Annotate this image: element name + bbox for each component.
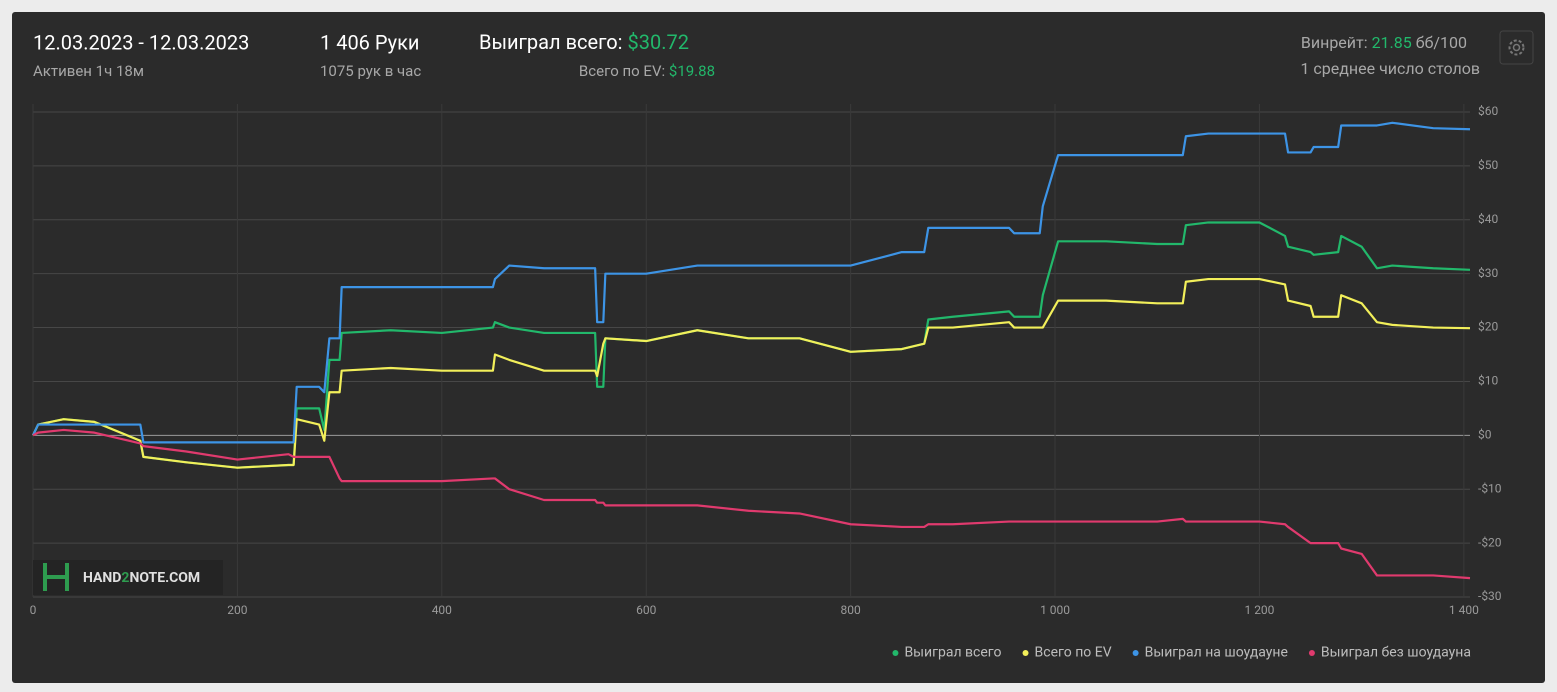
winrate-value: 21.85 xyxy=(1372,33,1412,52)
ev-value: $19.88 xyxy=(669,62,715,80)
x-tick-label: 200 xyxy=(227,603,247,617)
tables: 1 среднее число столов xyxy=(1300,59,1480,78)
legend-dot xyxy=(1132,650,1139,656)
watermark-b: 2 xyxy=(121,570,129,586)
settings-gear[interactable] xyxy=(1508,39,1525,56)
x-tick-label: 0 xyxy=(30,603,37,617)
legend-label: Выиграл всего xyxy=(904,645,1001,661)
y-tick-label: $50 xyxy=(1478,158,1498,172)
settings-button[interactable] xyxy=(1499,30,1534,65)
ev-total: Всего по EV: $19.88 xyxy=(579,62,715,80)
legend-label: Выиграл на шоудауне xyxy=(1145,645,1288,661)
active-time: Активен 1ч 18м xyxy=(33,62,144,80)
series-line xyxy=(32,121,1471,444)
winrate-unit: бб/100 xyxy=(1416,33,1467,52)
won-total-value: $30.72 xyxy=(628,30,689,54)
date-range: 12.03.2023 - 12.03.2023 xyxy=(33,30,249,54)
won-total: Выиграл всего: $30.72 xyxy=(479,30,689,54)
watermark-c: NOTE.COM xyxy=(129,570,200,586)
y-tick-label: $60 xyxy=(1478,104,1498,118)
legend: Выиграл без шоудауна Выиграл на шоудауне В… xyxy=(892,645,1471,661)
watermark-a: HAND xyxy=(83,570,121,586)
series-line xyxy=(32,277,1471,469)
x-tick-label: 800 xyxy=(841,603,861,617)
hands-per-hour: 1075 рук в час xyxy=(320,62,421,80)
legend-dot xyxy=(1308,650,1315,656)
y-tick-label: -$20 xyxy=(1478,535,1502,549)
y-tick-label: -$30 xyxy=(1478,589,1502,603)
y-tick-label: $10 xyxy=(1478,374,1498,388)
legend-dot xyxy=(892,650,899,656)
y-tick-label: -$10 xyxy=(1478,481,1502,495)
legend-label: Выиграл без шоудауна xyxy=(1321,645,1471,661)
won-total-label: Выиграл всего: xyxy=(479,30,623,54)
plot: -$30 -$20 -$10 $0 $10 $20 $30 $40 $50 $60 0 200 400 6… xyxy=(30,104,1502,617)
legend-dot xyxy=(1022,650,1029,656)
watermark: HAND2NOTE.COM xyxy=(33,560,223,595)
y-tick-label: $40 xyxy=(1478,212,1498,226)
settings-gear-center[interactable] xyxy=(1512,43,1521,52)
series-line xyxy=(32,428,1471,580)
settings-box[interactable] xyxy=(1499,30,1534,65)
watermark-logo xyxy=(43,563,69,591)
x-tick-label: 600 xyxy=(636,603,656,617)
y-tick-label: $30 xyxy=(1478,266,1498,280)
hands: 1 406 Руки xyxy=(320,30,419,54)
y-tick-label: $20 xyxy=(1478,320,1498,334)
x-tick-label: 1 400 xyxy=(1449,603,1479,617)
x-tick-label: 1 000 xyxy=(1040,603,1070,617)
watermark-text: HAND2NOTE.COM xyxy=(83,570,200,586)
legend-label: Всего по EV xyxy=(1035,645,1112,661)
x-tick-label: 1 200 xyxy=(1244,603,1274,617)
ev-label: Всего по EV: xyxy=(579,62,665,80)
y-tick-label: $0 xyxy=(1478,428,1492,442)
winrate: Винрейт: 21.85 бб/100 xyxy=(1301,33,1467,52)
winrate-label: Винрейт: xyxy=(1301,33,1368,52)
panel xyxy=(12,12,1545,683)
x-tick-label: 400 xyxy=(432,603,452,617)
